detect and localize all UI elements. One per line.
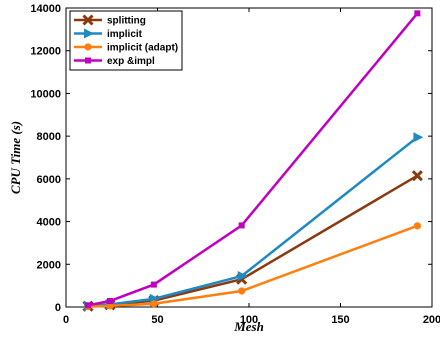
y-axis-label: CPU Time (s): [8, 121, 23, 194]
data-point: [106, 302, 114, 310]
y-tick-label: 0: [55, 302, 61, 314]
legend-marker: [84, 28, 94, 39]
data-point: [414, 10, 421, 17]
series-exp-impl: [84, 10, 421, 309]
y-tick-label: 4000: [37, 217, 61, 229]
legend-entry-label: exp &impl: [107, 56, 155, 67]
y-tick-label: 6000: [37, 174, 61, 186]
x-axis-ticks: 0 50 100 150 200: [63, 8, 440, 326]
y-tick-label: 12000: [30, 46, 61, 58]
legend: splitting implicit implicit (adapt) exp &im…: [69, 10, 183, 71]
legend-entry-label: implicit: [107, 29, 143, 40]
legend-entry-label: implicit (adapt): [107, 43, 178, 54]
y-tick-label: 14000: [30, 3, 61, 15]
data-point: [106, 298, 113, 305]
data-point: [411, 170, 423, 182]
data-point: [413, 132, 424, 143]
x-tick-label: 150: [331, 314, 349, 326]
y-tick-label: 8000: [37, 131, 61, 143]
x-tick-label: 200: [423, 314, 440, 326]
data-point: [150, 300, 158, 308]
legend-marker: [85, 57, 91, 64]
data-point: [237, 271, 248, 282]
series-layer: [82, 10, 424, 312]
y-tick-label: 2000: [37, 259, 61, 271]
series-splitting: [82, 170, 423, 312]
data-point: [238, 222, 245, 229]
y-axis-ticks: 0 2000 4000 6000 8000 10000 12000 14000: [30, 3, 432, 314]
x-tick-label: 0: [63, 314, 69, 326]
series-line: [87, 136, 419, 308]
legend-marker: [84, 43, 92, 51]
data-point: [84, 302, 91, 309]
legend-marker: [82, 14, 94, 26]
x-tick-label: 50: [151, 314, 163, 326]
legend-entry-label: splitting: [107, 16, 146, 27]
x-tick-label: 100: [240, 314, 258, 326]
data-point: [238, 287, 246, 295]
data-point: [150, 281, 157, 288]
data-point: [413, 222, 421, 230]
series-implicit: [83, 132, 424, 311]
x-axis-label: Mesh: [233, 319, 264, 334]
y-tick-label: 10000: [30, 88, 61, 100]
